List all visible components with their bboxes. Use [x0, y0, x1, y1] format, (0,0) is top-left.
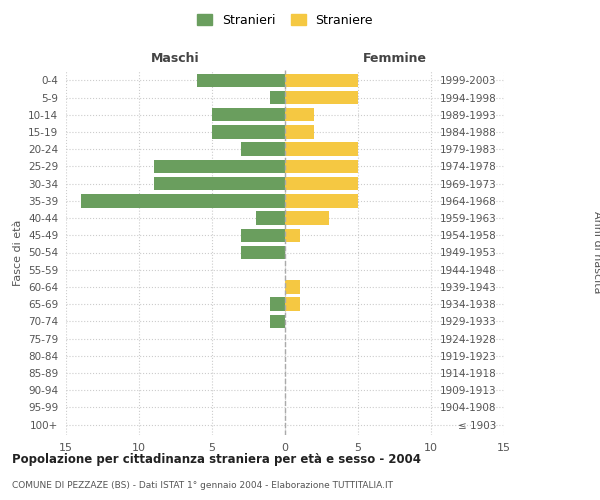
Bar: [285, 177, 358, 190]
Legend: Stranieri, Straniere: Stranieri, Straniere: [193, 10, 377, 31]
Y-axis label: Fasce di età: Fasce di età: [13, 220, 23, 286]
Bar: [241, 228, 285, 242]
Bar: [271, 91, 285, 104]
Text: COMUNE DI PEZZAZE (BS) - Dati ISTAT 1° gennaio 2004 - Elaborazione TUTTITALIA.IT: COMUNE DI PEZZAZE (BS) - Dati ISTAT 1° g…: [12, 480, 393, 490]
Text: Femmine: Femmine: [362, 52, 427, 65]
Text: Anni di nascita: Anni di nascita: [592, 211, 600, 294]
Text: Maschi: Maschi: [151, 52, 200, 65]
Bar: [285, 108, 314, 122]
Bar: [285, 142, 358, 156]
Bar: [285, 228, 299, 242]
Bar: [154, 160, 285, 173]
Bar: [285, 194, 358, 207]
Bar: [285, 74, 358, 87]
Bar: [197, 74, 285, 87]
Bar: [285, 126, 314, 138]
Bar: [285, 280, 299, 293]
Bar: [241, 246, 285, 259]
Bar: [212, 108, 285, 122]
Bar: [285, 91, 358, 104]
Bar: [285, 160, 358, 173]
Bar: [271, 298, 285, 311]
Bar: [154, 177, 285, 190]
Text: Popolazione per cittadinanza straniera per età e sesso - 2004: Popolazione per cittadinanza straniera p…: [12, 452, 421, 466]
Bar: [271, 314, 285, 328]
Bar: [285, 298, 299, 311]
Bar: [256, 212, 285, 225]
Bar: [80, 194, 285, 207]
Bar: [212, 126, 285, 138]
Bar: [285, 212, 329, 225]
Bar: [241, 142, 285, 156]
